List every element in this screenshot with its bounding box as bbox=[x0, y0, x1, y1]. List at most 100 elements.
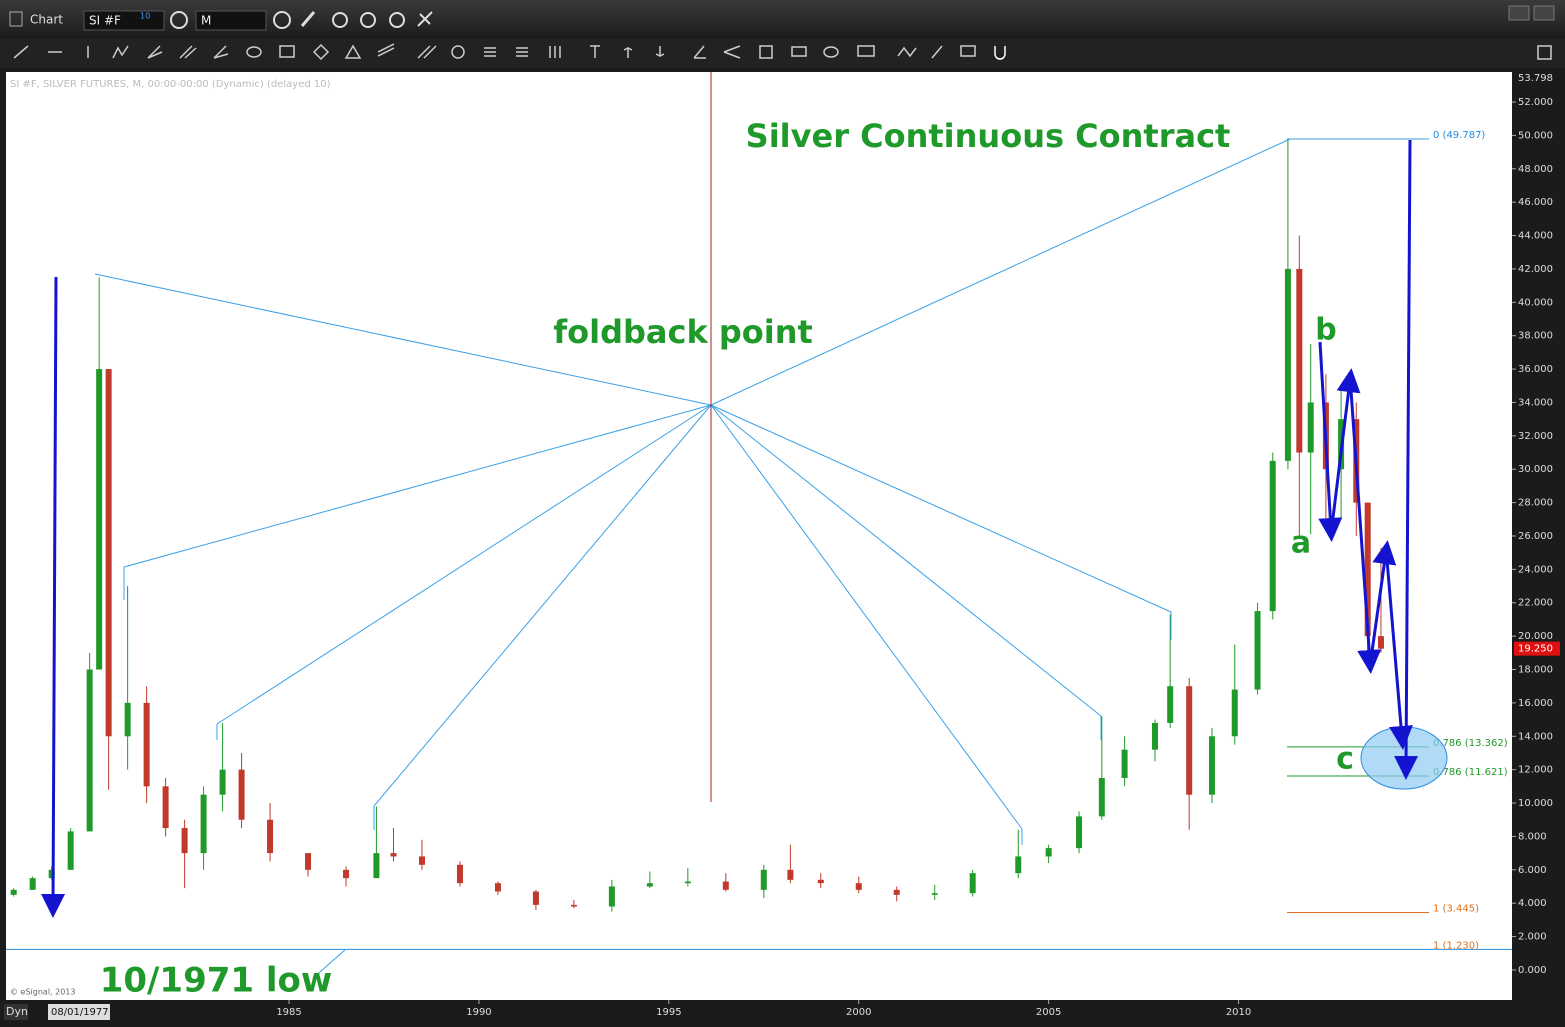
tools-button[interactable] bbox=[417, 11, 433, 27]
y-tick-label: 20.000 bbox=[1518, 631, 1553, 642]
y-tick-label: 12.000 bbox=[1518, 765, 1553, 776]
candle-body bbox=[1208, 736, 1215, 795]
candle-body bbox=[343, 869, 350, 879]
play-button[interactable] bbox=[360, 12, 376, 28]
y-tick-label: 4.000 bbox=[1518, 898, 1547, 909]
y-tick-label: 42.000 bbox=[1518, 264, 1553, 275]
annotation: 10/1971 low bbox=[100, 961, 333, 1001]
mode-box[interactable] bbox=[4, 1004, 28, 1020]
close-button[interactable] bbox=[1533, 5, 1555, 21]
tool-line[interactable] bbox=[13, 45, 29, 59]
y-tick-label: 34.000 bbox=[1518, 397, 1553, 408]
candle-body bbox=[162, 786, 169, 829]
y-axis-top-label: 53.798 bbox=[1518, 73, 1553, 84]
tool-text[interactable] bbox=[590, 45, 600, 58]
tool-tl[interactable] bbox=[823, 46, 839, 58]
draw-button[interactable] bbox=[300, 11, 316, 27]
candle-body bbox=[893, 889, 900, 895]
tool-parallel[interactable] bbox=[377, 43, 395, 57]
tool-up[interactable] bbox=[623, 46, 633, 58]
interval-box[interactable] bbox=[195, 10, 267, 31]
tool-comment[interactable] bbox=[960, 45, 976, 57]
y-tick-label: 48.000 bbox=[1518, 164, 1553, 175]
candle-body bbox=[570, 904, 577, 907]
candle-body bbox=[1364, 502, 1371, 637]
tool-channels[interactable] bbox=[417, 45, 437, 59]
fan-drawing bbox=[94, 138, 1291, 979]
fan-line bbox=[710, 404, 1172, 640]
candle-body bbox=[855, 883, 862, 890]
y-tick-label: 38.000 bbox=[1518, 331, 1553, 342]
refresh-button[interactable] bbox=[332, 12, 348, 28]
y-tick-label: 28.000 bbox=[1518, 498, 1553, 509]
tool-wave[interactable] bbox=[112, 45, 129, 59]
candle-body bbox=[1167, 686, 1174, 723]
tool-diamond[interactable] bbox=[312, 43, 330, 61]
tool-fib[interactable] bbox=[484, 47, 496, 57]
tool-rect[interactable] bbox=[279, 45, 295, 58]
last-price-label: 19.250 bbox=[1518, 644, 1553, 655]
candle-body bbox=[760, 869, 767, 890]
tool-eraser[interactable] bbox=[931, 45, 943, 59]
tool-pitch[interactable] bbox=[723, 45, 741, 59]
y-tick-label: 14.000 bbox=[1518, 731, 1553, 742]
symbol-box[interactable] bbox=[83, 10, 165, 31]
arrow bbox=[1329, 368, 1361, 535]
tool-pattern[interactable] bbox=[897, 46, 917, 58]
candle-body bbox=[1045, 848, 1052, 857]
y-tick-label: 10.000 bbox=[1518, 798, 1553, 809]
candle-body bbox=[494, 883, 501, 892]
tool-pin[interactable] bbox=[1537, 45, 1552, 60]
y-tick-label: 24.000 bbox=[1518, 564, 1553, 575]
y-tick-label: 0.000 bbox=[1518, 965, 1547, 976]
candle-body bbox=[105, 369, 112, 737]
candle-body bbox=[373, 853, 380, 879]
drawing-tools bbox=[13, 43, 1552, 61]
copyright: © eSignal, 2013 bbox=[10, 988, 75, 997]
fib-label: 0 (49.787) bbox=[1433, 130, 1485, 141]
time-button[interactable] bbox=[273, 11, 291, 29]
tool-grid[interactable] bbox=[759, 45, 773, 59]
chart-info: SI #F, SILVER FUTURES, M, 00:00-00:00 (D… bbox=[10, 79, 331, 90]
tool-pti[interactable] bbox=[857, 45, 875, 57]
tool-mob[interactable] bbox=[791, 46, 807, 57]
tool-angle[interactable] bbox=[693, 45, 706, 59]
tool-circle[interactable] bbox=[451, 45, 465, 59]
y-tick-label: 52.000 bbox=[1518, 97, 1553, 108]
candle-body bbox=[1254, 611, 1261, 690]
x-tick-label: 1995 bbox=[656, 1007, 681, 1018]
interval: M bbox=[201, 14, 211, 28]
tool-time[interactable] bbox=[549, 46, 561, 58]
restore-button[interactable] bbox=[1508, 5, 1530, 21]
candle-body bbox=[684, 881, 691, 884]
candle-body bbox=[390, 853, 397, 857]
fan-line bbox=[216, 404, 712, 725]
fib-label: 0.786 (11.621) bbox=[1433, 767, 1508, 778]
plot: 0 (49.787) 0.786 (13.362) 0.786 (11.621) 1 … bbox=[6, 130, 1512, 951]
annotation: b bbox=[1315, 313, 1336, 348]
tool-ellipse[interactable] bbox=[246, 46, 262, 58]
tool-channel[interactable] bbox=[179, 45, 197, 59]
tool-gann[interactable] bbox=[213, 45, 229, 59]
tool-fan[interactable] bbox=[147, 45, 163, 59]
tool-triangle[interactable] bbox=[344, 44, 362, 59]
tool-down[interactable] bbox=[655, 46, 665, 58]
candle-body bbox=[86, 669, 93, 832]
tool-levels[interactable] bbox=[516, 47, 528, 57]
annotation: Silver Continuous Contract bbox=[746, 117, 1231, 155]
candle-body bbox=[67, 831, 74, 870]
candle-body bbox=[1015, 856, 1022, 874]
plot-area bbox=[6, 72, 1512, 1000]
arrow bbox=[1318, 341, 1343, 542]
settings-button[interactable] bbox=[170, 11, 188, 29]
y-tick-label: 26.000 bbox=[1518, 531, 1553, 542]
y-tick-label: 44.000 bbox=[1518, 231, 1553, 242]
candle-body bbox=[305, 853, 312, 870]
x-tick-label: 1990 bbox=[466, 1007, 491, 1018]
candle-body bbox=[722, 881, 729, 890]
candle-body bbox=[238, 769, 245, 820]
candle-body bbox=[1307, 402, 1314, 453]
fib-label: 1 (3.445) bbox=[1433, 903, 1479, 914]
tool-magnet[interactable] bbox=[994, 46, 1006, 60]
auto-button[interactable] bbox=[389, 12, 405, 28]
